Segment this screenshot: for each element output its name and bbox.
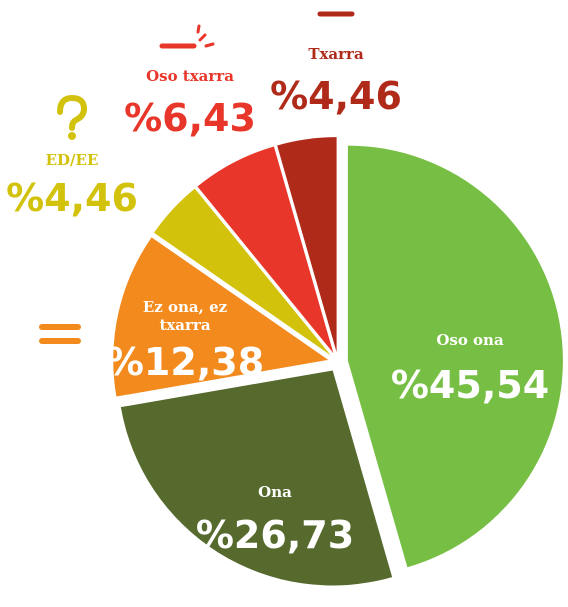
slice-label: Oso ona xyxy=(436,331,504,349)
slice-label: Oso txarra xyxy=(146,67,234,85)
pie-slice xyxy=(197,146,334,354)
pie-slice xyxy=(120,370,393,586)
pie-slice xyxy=(347,145,563,568)
slice-label: ED/EE xyxy=(45,151,99,169)
value-label: %6,43 xyxy=(124,96,256,140)
slice-label: Ez ona, ez txarra xyxy=(142,298,228,334)
value-label: %4,46 xyxy=(270,74,402,118)
pie-slice xyxy=(277,137,337,353)
value-label: %26,73 xyxy=(195,513,355,557)
pie-slice xyxy=(113,237,329,397)
question-icon xyxy=(57,94,88,140)
slice-label: Txarra xyxy=(308,45,364,63)
pie-slice xyxy=(153,188,331,356)
spark-icon xyxy=(196,24,215,48)
value-label: %45,54 xyxy=(390,363,550,407)
equals-icon xyxy=(39,324,81,344)
slice-label: Ona xyxy=(258,483,292,501)
value-label: %12,38 xyxy=(105,340,265,384)
value-label: %4,46 xyxy=(6,176,138,220)
